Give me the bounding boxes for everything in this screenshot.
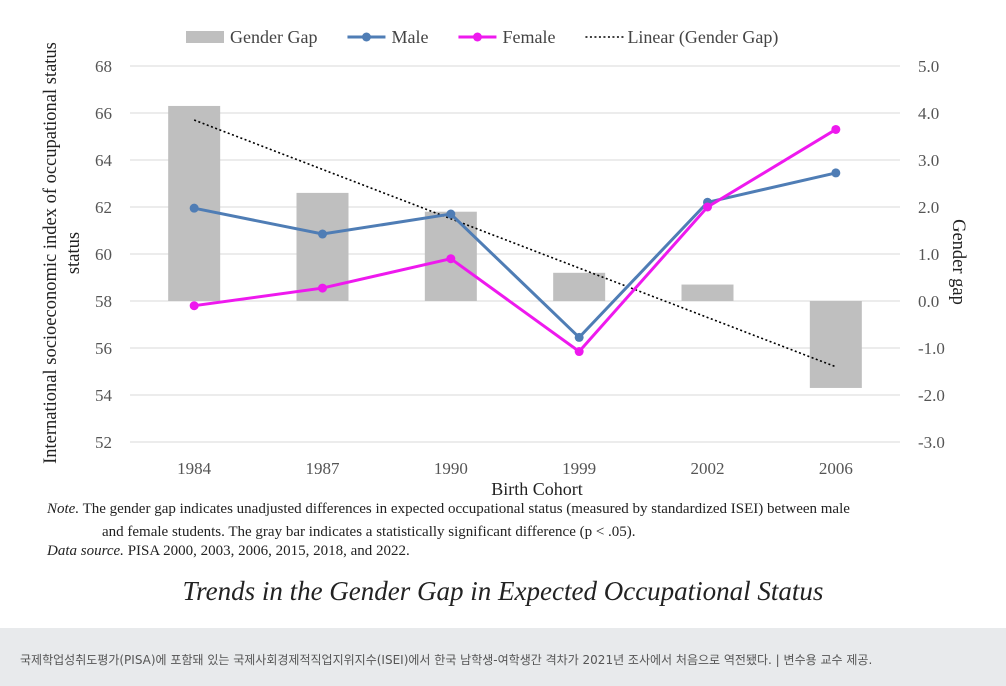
male-point (446, 209, 456, 219)
y2-tick-label: 4.0 (918, 104, 939, 123)
caption-text: 국제학업성취도평가(PISA)에 포함돼 있는 국제사회경제적직업지위지수(IS… (20, 653, 873, 667)
series-lines (189, 124, 841, 357)
chart-note: Note. The gender gap indicates unadjuste… (47, 498, 987, 544)
y-tick-label: 66 (95, 104, 112, 123)
y-tick-label: 62 (95, 198, 112, 217)
note-text-cont: and female students. The gray bar indica… (102, 524, 636, 540)
female-point (831, 124, 841, 134)
female-line (193, 128, 837, 354)
legend-marker-female (472, 32, 482, 42)
left-axis-ticks: 52 54 56 58 60 62 64 66 68 (95, 57, 113, 452)
data-source-note: Data source. PISA 2000, 2003, 2006, 2015… (47, 543, 410, 560)
y2-tick-label: -2.0 (918, 386, 945, 405)
y2-tick-label: 1.0 (918, 245, 939, 264)
x-axis-label: Birth Cohort (491, 479, 583, 499)
x-tick-label: 2006 (819, 459, 853, 478)
x-tick-label: 1987 (306, 459, 341, 478)
source-label: Data source. (47, 543, 124, 559)
y2-tick-label: 0.0 (918, 292, 939, 311)
female-point (189, 301, 199, 311)
gender-gap-bar (168, 105, 221, 301)
note-text: The gender gap indicates unadjusted diff… (82, 501, 850, 517)
linear-trendline (193, 119, 837, 368)
gender-gap-bars (168, 105, 862, 388)
y-tick-label: 64 (95, 151, 113, 170)
male-point (318, 229, 327, 239)
y-tick-label: 56 (95, 339, 112, 358)
source-text: PISA 2000, 2003, 2006, 2015, 2018, and 2… (127, 543, 410, 559)
legend: Gender Gap Male Female Linear (Gender Gap) (186, 27, 778, 48)
male-point (831, 168, 841, 178)
figure-title: Trends in the Gender Gap in Expected Occ… (182, 576, 824, 606)
male-line (193, 171, 837, 340)
legend-label: Female (502, 27, 555, 47)
y-axis-label: International socioeconomic index of occ… (41, 42, 61, 464)
x-tick-label: 2002 (691, 459, 725, 478)
y2-tick-label: 5.0 (918, 57, 939, 76)
legend-label: Linear (Gender Gap) (627, 27, 778, 48)
chart: 52 54 56 58 60 62 64 66 68 -3.0 -2.0 -1.0 0.0 1.0 2.0… (41, 27, 968, 499)
male-point (574, 332, 584, 342)
female-point (446, 254, 456, 264)
gender-gap-bar (681, 284, 734, 301)
note-label: Note. (47, 501, 80, 517)
trendline-group (193, 119, 837, 368)
legend-marker-male (361, 32, 371, 42)
x-tick-label: 1999 (562, 459, 596, 478)
y-tick-label: 54 (95, 386, 113, 405)
y-tick-label: 60 (95, 245, 112, 264)
caption-bar: 국제학업성취도평가(PISA)에 포함돼 있는 국제사회경제적직업지위지수(IS… (0, 628, 1006, 686)
y2-axis-label: Gender gap (948, 219, 968, 305)
y2-tick-label: -3.0 (918, 433, 945, 452)
y-axis-label-wrap: status (64, 232, 84, 274)
y-tick-label: 52 (95, 433, 112, 452)
y-tick-label: 68 (95, 57, 112, 76)
female-point (318, 283, 327, 293)
gender-gap-bar (553, 272, 606, 301)
female-point (703, 202, 712, 212)
legend-label: Gender Gap (230, 27, 317, 47)
x-axis-ticks: 1984 1987 1990 1999 2002 2006 (177, 459, 853, 478)
male-point (189, 203, 199, 213)
right-axis-ticks: -3.0 -2.0 -1.0 0.0 1.0 2.0 3.0 4.0 5.0 (918, 57, 945, 452)
y-tick-label: 58 (95, 292, 112, 311)
y2-tick-label: -1.0 (918, 339, 945, 358)
y2-tick-label: 3.0 (918, 151, 939, 170)
gridlines (130, 65, 900, 443)
legend-swatch-gender-gap (186, 31, 224, 43)
female-point (574, 347, 584, 357)
legend-label: Male (391, 27, 428, 47)
x-tick-label: 1984 (177, 459, 212, 478)
gender-gap-bar (809, 301, 862, 388)
y2-tick-label: 2.0 (918, 198, 939, 217)
x-tick-label: 1990 (434, 459, 468, 478)
